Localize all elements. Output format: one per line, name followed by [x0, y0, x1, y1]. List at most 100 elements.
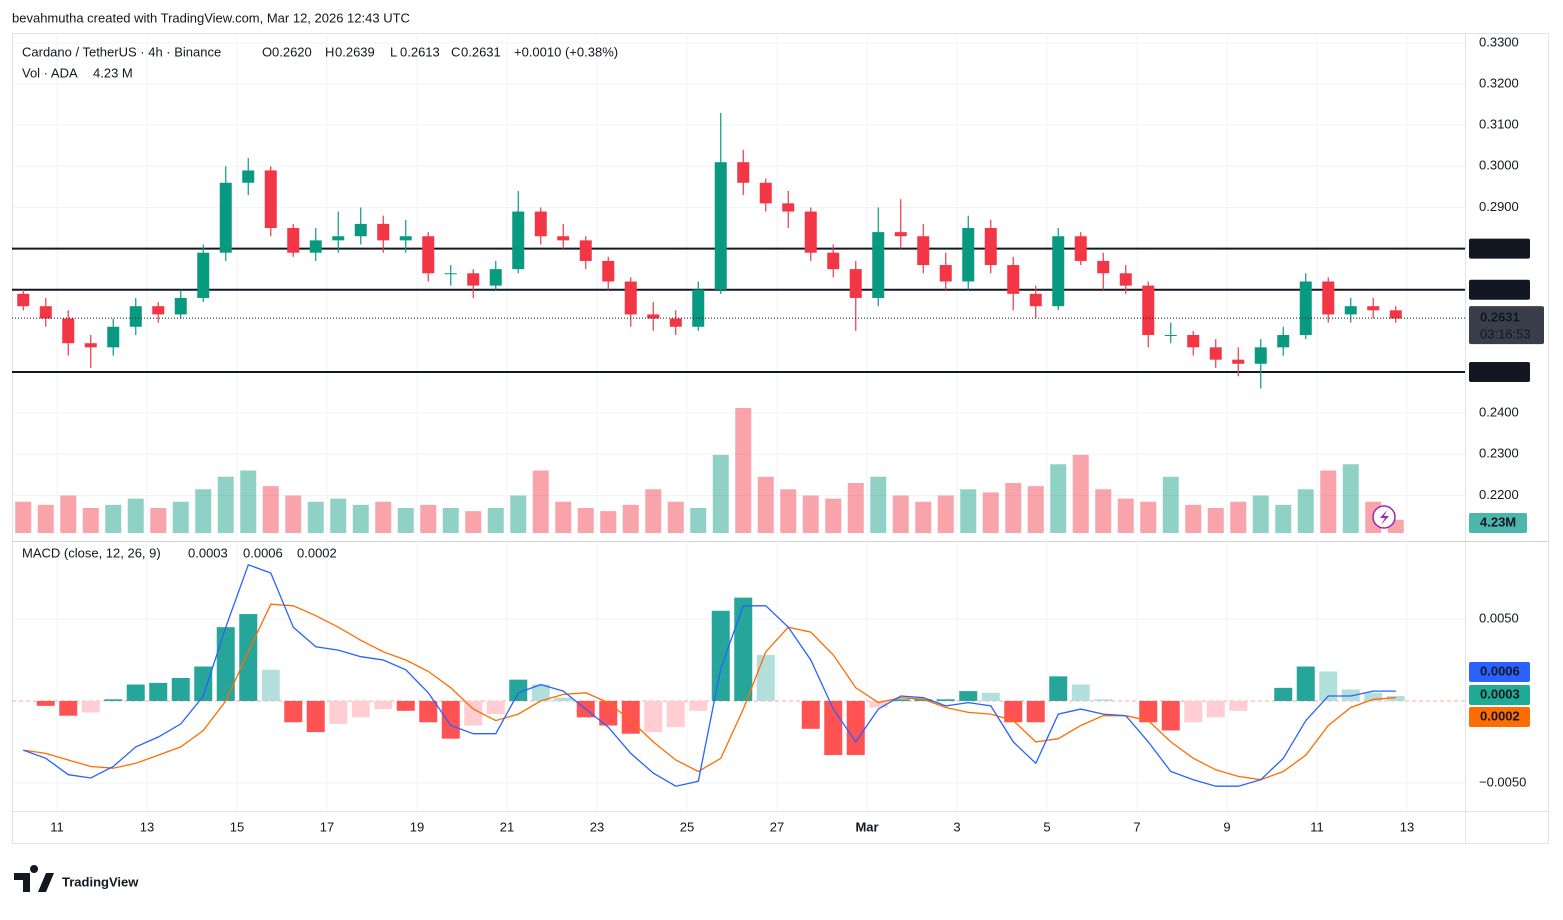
y-tick-label: 0.3000 [1479, 158, 1519, 173]
volume-bar [915, 501, 932, 533]
macd-histogram-bar [1071, 684, 1090, 701]
macd-histogram-bar [936, 699, 955, 701]
candle-body [444, 273, 457, 275]
ohlc-value: 0.2631 [461, 44, 501, 59]
macd-line [23, 563, 1396, 787]
macd-histogram-bar [554, 697, 573, 701]
macd-histogram-bar [801, 700, 820, 729]
x-tick-label: 19 [410, 819, 424, 834]
volume-bar [645, 489, 662, 533]
volume-bar [1072, 454, 1089, 533]
caption: bevahmutha created with TradingView.com,… [12, 10, 410, 25]
candle-body [242, 170, 255, 183]
macd-histogram-bar [531, 684, 550, 701]
y-tick-label: −0.0050 [1479, 774, 1526, 789]
change: +0.0010 (+0.38%) [514, 44, 618, 59]
x-tick-label: 13 [140, 819, 154, 834]
x-tick-label: 11 [1310, 819, 1324, 834]
level-tag [1469, 238, 1530, 259]
candle-body [62, 318, 75, 344]
volume-legend-value: 4.23 M [93, 65, 133, 80]
macd-title: MACD (close, 12, 26, 9) [22, 545, 161, 560]
macd-histogram-bar [869, 700, 888, 708]
macd-legend-value: 0.0002 [297, 545, 337, 560]
macd-histogram-bar [509, 679, 528, 701]
volume-bar [1095, 489, 1112, 533]
macd-histogram-bar [756, 655, 775, 701]
x-tick-label: 9 [1223, 819, 1230, 834]
ohlc-value: 0.2613 [400, 44, 440, 59]
volume-bar [802, 495, 819, 533]
macd-tag [1469, 662, 1530, 682]
x-tick-label: 25 [680, 819, 694, 834]
volume-bar [465, 511, 482, 533]
volume-bar [690, 508, 707, 533]
level-tag-label: 0.2500 [1478, 363, 1518, 378]
candle-body [422, 236, 435, 274]
candle-body [152, 306, 165, 315]
volume-bar [870, 476, 887, 533]
volume-bar [847, 483, 864, 533]
volume-bar [15, 501, 32, 533]
candle-body [1389, 310, 1402, 319]
symbol-title: Cardano / TetherUS · 4h · Binance [22, 44, 221, 59]
candle-body [939, 265, 952, 282]
candle-body [534, 211, 547, 237]
volume-bar [105, 504, 122, 533]
x-tick-label: 15 [230, 819, 244, 834]
candle-body [1277, 334, 1290, 348]
volume-bar [172, 501, 189, 533]
macd-histogram-bar [171, 677, 190, 701]
candle-body [1164, 334, 1177, 336]
macd-histogram-bar [261, 669, 280, 701]
candle-body [354, 223, 367, 237]
candle-body [332, 236, 345, 241]
macd-histogram-bar [1206, 700, 1225, 718]
volume-bar [217, 476, 234, 533]
candle-body [624, 281, 637, 315]
macd-histogram-bar [284, 700, 303, 723]
candle-body [1119, 273, 1132, 286]
volume-bar [1342, 464, 1359, 533]
candle-body [849, 269, 862, 298]
macd-histogram-bar [599, 700, 618, 726]
volume-bar [352, 504, 369, 533]
volume-bar [420, 504, 437, 533]
candle-body [759, 182, 772, 204]
volume-bar [1005, 483, 1022, 533]
macd-histogram-bar [846, 700, 865, 756]
candle-body [84, 343, 97, 348]
candle-body [467, 273, 480, 286]
volume-bar [555, 501, 572, 533]
y-tick-label: 0.3100 [1479, 117, 1519, 132]
macd-histogram-bar [1094, 699, 1113, 701]
macd-histogram-bar [1004, 700, 1023, 723]
candle-body [669, 318, 682, 327]
volume-tag-label: 4.23M [1480, 514, 1516, 529]
macd-histogram-bar [1026, 700, 1045, 723]
x-tick-label: Mar [855, 819, 878, 834]
x-tick-label: 3 [953, 819, 960, 834]
candle-body [129, 306, 142, 327]
y-tick-label: 0.3300 [1479, 34, 1519, 49]
level-tag [1469, 279, 1530, 300]
candle-body [1344, 306, 1357, 315]
volume-bar [150, 508, 167, 533]
candle-body [602, 260, 615, 282]
volume-bar [1297, 489, 1314, 533]
volume-bar [1207, 508, 1224, 533]
volume-bar [1320, 470, 1337, 533]
x-tick-label: 27 [770, 819, 784, 834]
candle-body [872, 232, 885, 298]
volume-bar [330, 498, 347, 533]
volume-bar [195, 489, 212, 533]
y-tick-label: 0.2200 [1479, 487, 1519, 502]
macd-histogram-bar [126, 684, 145, 701]
ohlc-key: L [390, 44, 397, 59]
volume-tag [1469, 513, 1527, 533]
candle-body [512, 211, 525, 270]
macd-histogram-bar [1161, 700, 1180, 731]
macd-histogram-bar [194, 666, 213, 701]
candle-body [1209, 347, 1222, 360]
candle-body [39, 306, 52, 319]
